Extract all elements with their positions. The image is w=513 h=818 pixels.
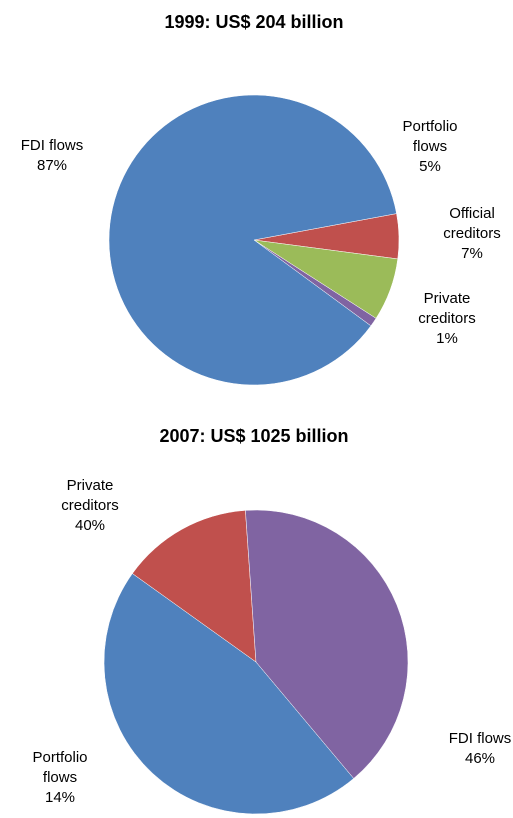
slice-percentage: 5% bbox=[419, 158, 441, 175]
pie-labels-2007: FDI flows 46% Portfolio flows 14% Private cred… bbox=[32, 477, 511, 806]
pie-labels-1999: Portfolio flows 5% Official creditors 7% Priva… bbox=[21, 118, 501, 347]
slice-category-name: Private bbox=[67, 477, 114, 494]
slice-label-portfolio-flows: Portfolio flows 5% bbox=[402, 118, 457, 175]
slice-category-name: FDI flows bbox=[21, 137, 84, 154]
slice-label-private-creditors: Private creditors 40% bbox=[61, 477, 119, 534]
slice-percentage: 1% bbox=[436, 330, 458, 347]
chart-title-1999: 1999: US$ 204 billion bbox=[164, 12, 343, 32]
pie-slices-1999 bbox=[108, 94, 400, 386]
chart-title-2007: 2007: US$ 1025 billion bbox=[159, 426, 348, 446]
slice-category-name: flows bbox=[413, 138, 447, 155]
slice-label-official-creditors: Official creditors 7% bbox=[443, 205, 501, 262]
slice-label-fdi-flows: FDI flows 46% bbox=[449, 730, 512, 767]
pie-slices-2007 bbox=[103, 509, 409, 815]
pie-slice-fdi-flows bbox=[108, 94, 397, 386]
pie-slice-private-creditors bbox=[245, 509, 409, 779]
slice-category-name: flows bbox=[43, 769, 77, 786]
slice-percentage: 46% bbox=[465, 750, 495, 767]
slice-category-name: Portfolio bbox=[32, 749, 87, 766]
slice-percentage: 14% bbox=[45, 789, 75, 806]
slice-percentage: 40% bbox=[75, 517, 105, 534]
slice-label-private-creditors: Private creditors 1% bbox=[418, 290, 476, 347]
slice-category-name: creditors bbox=[443, 225, 501, 242]
pie-slice-fdi-flows bbox=[103, 573, 355, 815]
slice-label-portfolio-flows: Portfolio flows 14% bbox=[32, 749, 87, 806]
slice-percentage: 7% bbox=[461, 245, 483, 262]
pie-chart-1999: 1999: US$ 204 billion Portfolio flows 5% Of… bbox=[21, 12, 501, 386]
slice-category-name: FDI flows bbox=[449, 730, 512, 747]
slice-label-fdi-flows: FDI flows 87% bbox=[21, 137, 84, 174]
slice-category-name: creditors bbox=[61, 497, 119, 514]
slice-category-name: Private bbox=[424, 290, 471, 307]
slice-category-name: Portfolio bbox=[402, 118, 457, 135]
pie-slice-portfolio-flows bbox=[132, 510, 257, 663]
slice-percentage: 87% bbox=[37, 157, 67, 174]
slice-category-name: Official bbox=[449, 205, 495, 222]
slice-category-name: creditors bbox=[418, 310, 476, 327]
pie-chart-2007: 2007: US$ 1025 billion FDI flows 46% Portf… bbox=[32, 426, 511, 815]
